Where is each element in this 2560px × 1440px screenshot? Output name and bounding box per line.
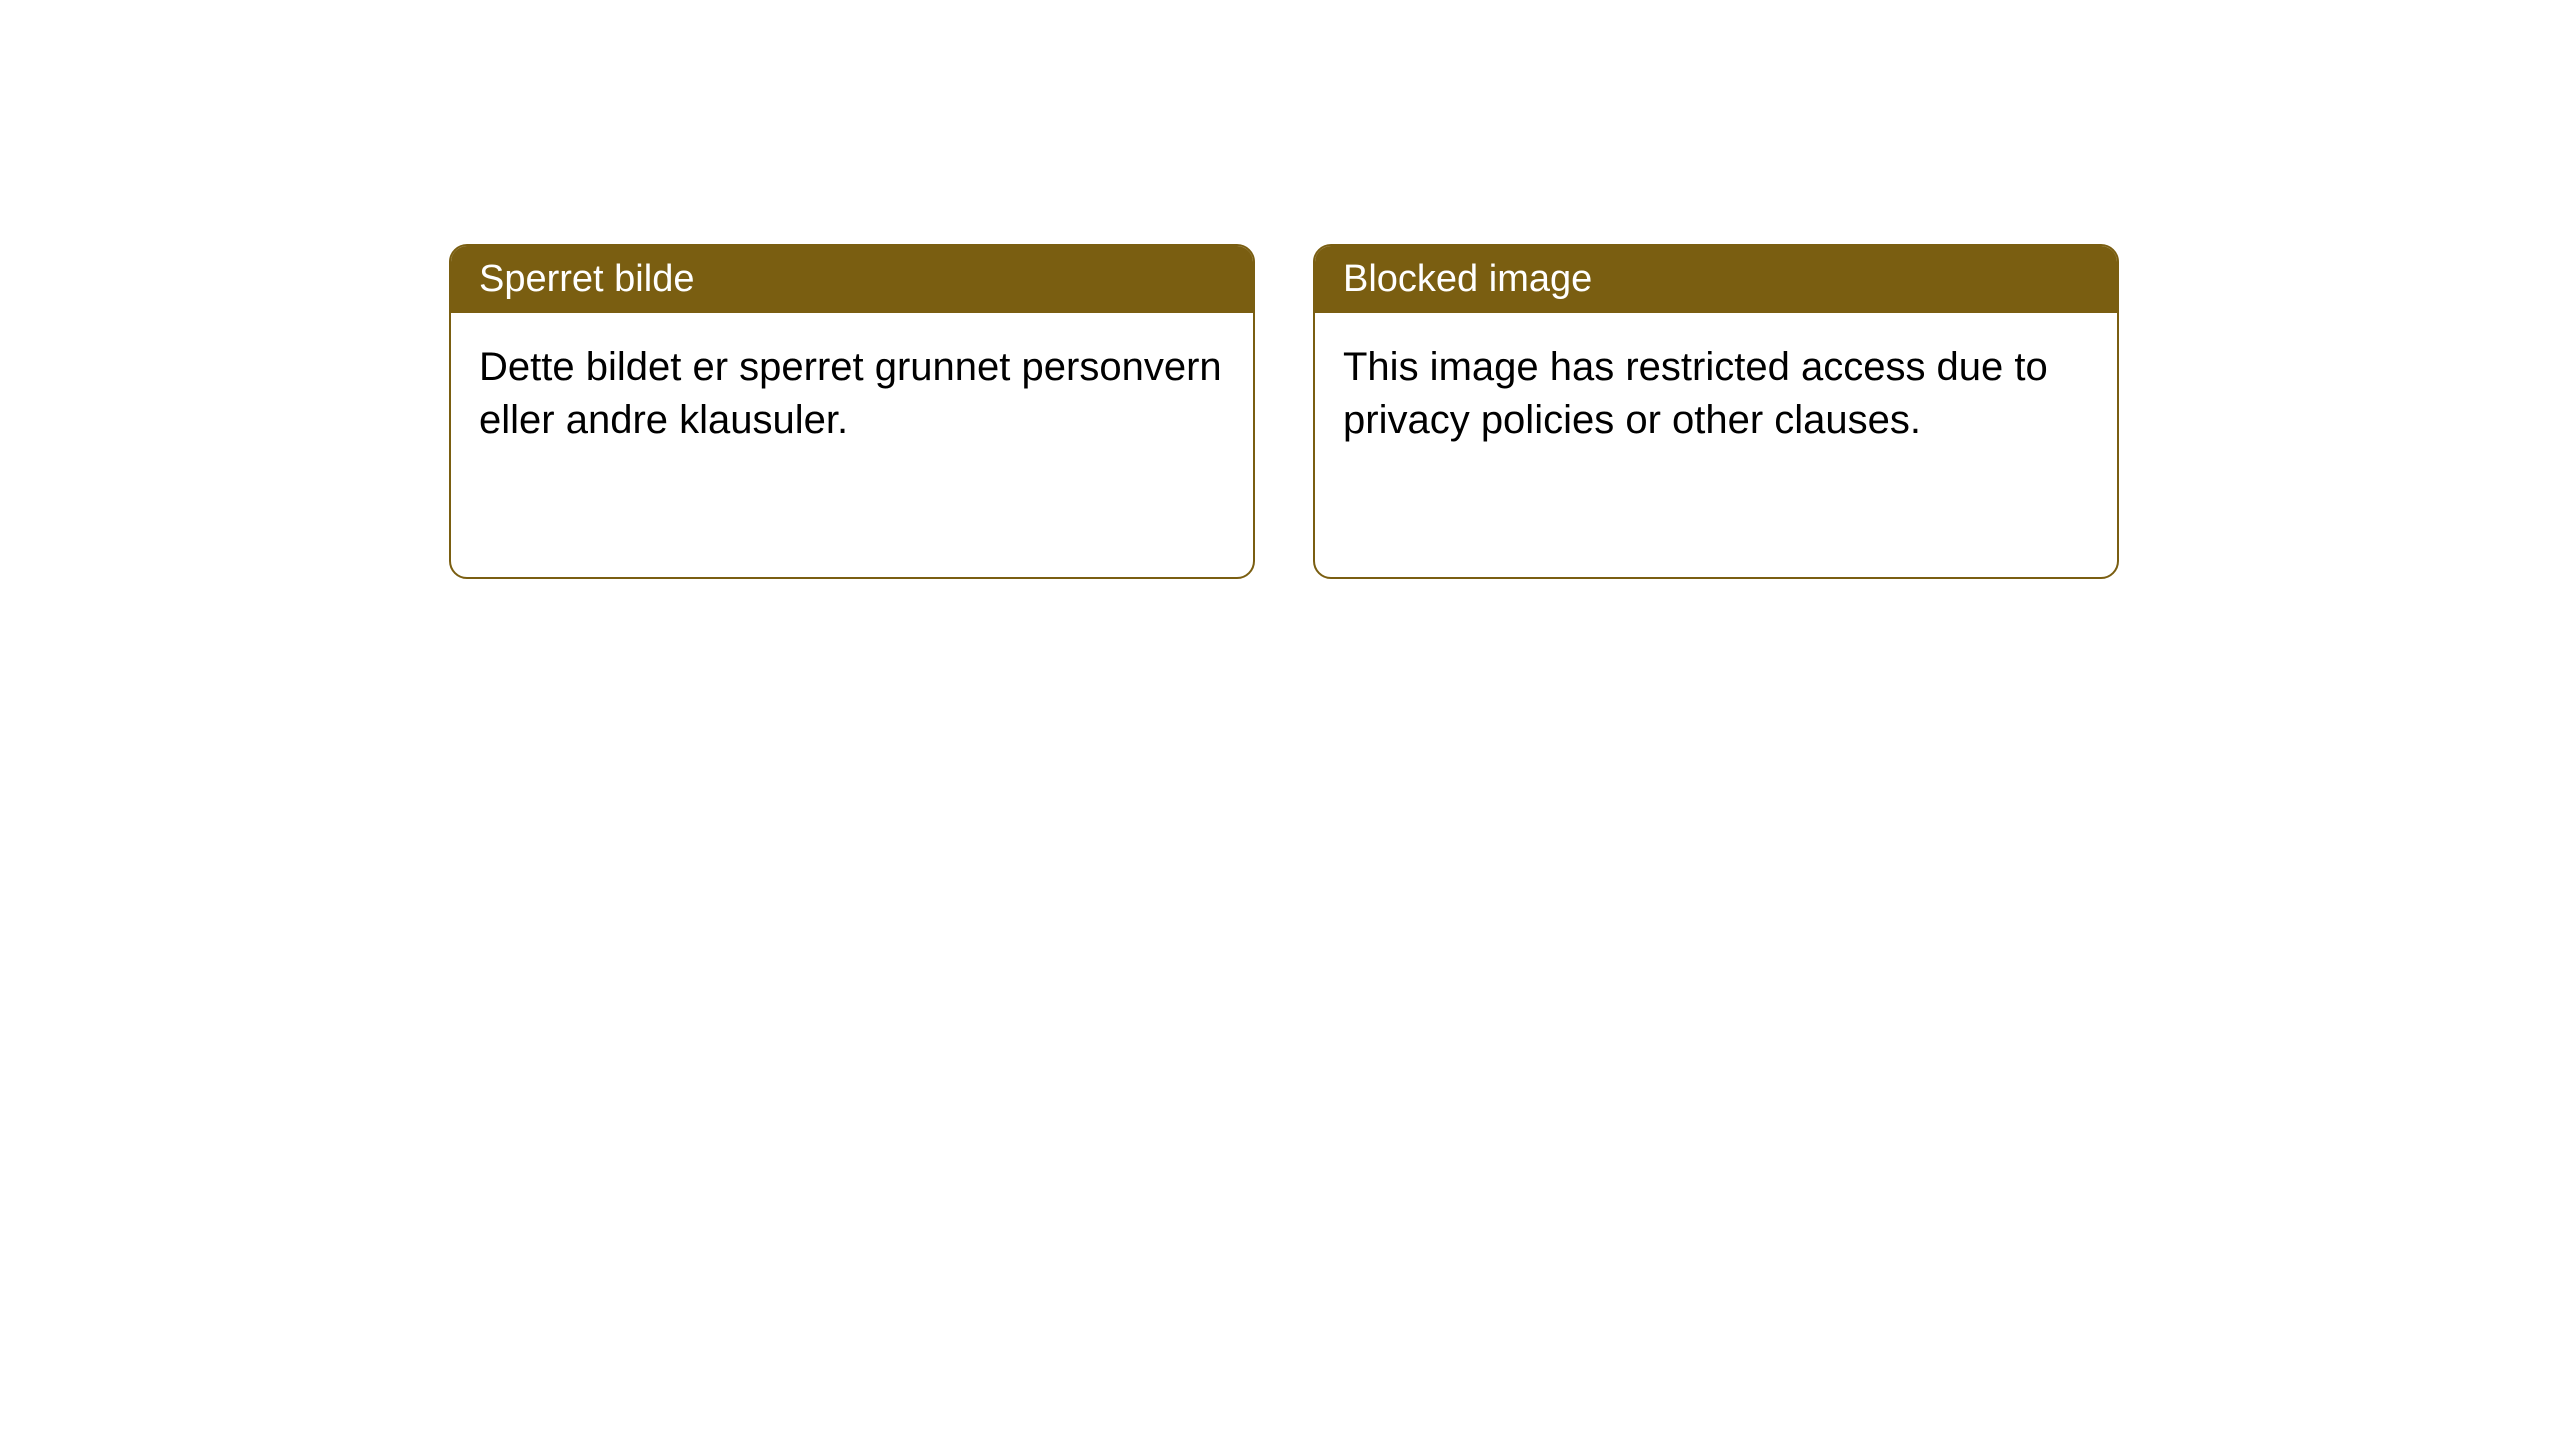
notice-cards-container: Sperret bilde Dette bildet er sperret gr… [449, 244, 2119, 579]
notice-header-norwegian: Sperret bilde [451, 246, 1253, 313]
notice-body-norwegian: Dette bildet er sperret grunnet personve… [451, 313, 1253, 475]
notice-card-norwegian: Sperret bilde Dette bildet er sperret gr… [449, 244, 1255, 579]
notice-card-english: Blocked image This image has restricted … [1313, 244, 2119, 579]
notice-header-english: Blocked image [1315, 246, 2117, 313]
notice-body-english: This image has restricted access due to … [1315, 313, 2117, 475]
